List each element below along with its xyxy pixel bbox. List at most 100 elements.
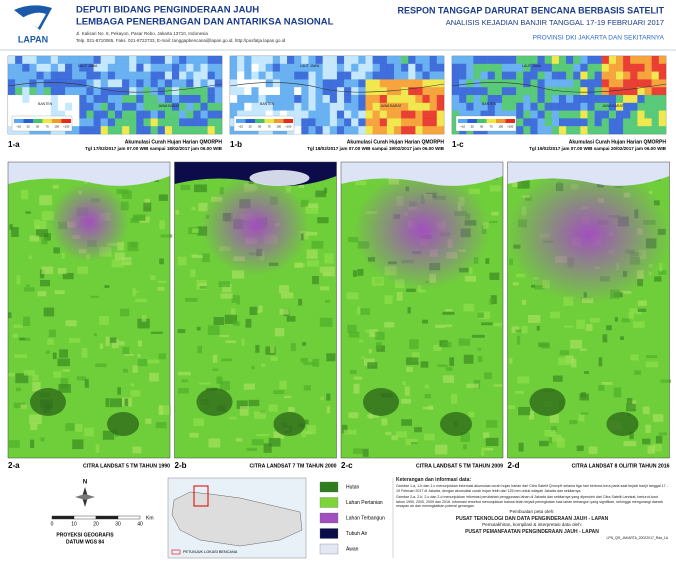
rain-cell	[179, 118, 187, 127]
texture	[23, 287, 35, 292]
rain-legend-label: 25	[27, 125, 31, 129]
rain-cell	[523, 71, 531, 80]
rain-cell	[608, 110, 617, 119]
rain-cell	[401, 102, 409, 111]
texture	[536, 325, 540, 331]
texture	[279, 380, 287, 390]
rain-cell	[315, 118, 323, 127]
rain-cell	[72, 87, 80, 96]
rain-cell	[251, 87, 259, 96]
rain-cell	[164, 63, 173, 72]
rain-cell	[587, 95, 595, 103]
texture	[14, 354, 28, 359]
image-frame	[507, 161, 670, 459]
rain-cell	[200, 56, 208, 64]
rain-cell	[566, 118, 574, 127]
texture	[483, 432, 490, 439]
texture	[585, 324, 593, 331]
rain-cell	[136, 87, 144, 96]
rain-cell	[637, 126, 645, 135]
texture	[105, 336, 110, 347]
texture	[102, 430, 115, 440]
rain-cell	[608, 126, 617, 135]
texture	[65, 423, 75, 431]
org-line: DEPUTI BIDANG PENGINDERAAN JAUH	[76, 5, 259, 16]
rain-cell	[122, 71, 130, 80]
rain-cell	[150, 126, 158, 135]
rain-cell	[193, 63, 201, 72]
rain-cell	[244, 87, 252, 96]
texture	[158, 405, 164, 415]
rain-cell	[294, 95, 302, 103]
rain-cell	[237, 87, 245, 96]
texture	[489, 272, 500, 280]
texture	[302, 342, 307, 346]
texture	[563, 325, 573, 328]
rain-cell	[573, 102, 581, 111]
rain-cell	[57, 110, 66, 119]
texture	[39, 220, 47, 230]
texture	[396, 292, 403, 301]
texture	[509, 258, 514, 266]
texture	[25, 284, 30, 287]
rain-cell	[480, 71, 488, 80]
texture	[658, 432, 668, 436]
rain-cell	[436, 118, 445, 127]
rain-cell	[573, 118, 581, 127]
rain-legend-label: 100	[54, 125, 59, 129]
rain-cell	[107, 95, 116, 103]
rain-cell	[93, 87, 101, 96]
texture	[239, 406, 249, 416]
texture	[384, 321, 395, 328]
texture	[12, 333, 18, 338]
rain-cell	[308, 79, 316, 88]
rain-cell	[251, 110, 259, 119]
texture	[360, 356, 365, 359]
rain-cell	[429, 110, 437, 119]
rain-cell	[651, 56, 659, 64]
rain-cell	[301, 126, 309, 135]
rain-cell	[193, 110, 201, 119]
texture	[515, 329, 522, 333]
texture	[521, 299, 527, 305]
rain-cell	[107, 63, 116, 72]
rain-cell	[129, 63, 137, 72]
rain-cell	[251, 63, 259, 72]
texture	[300, 357, 309, 363]
rain-cell	[164, 87, 173, 96]
rain-cell	[86, 118, 94, 127]
inset-location	[193, 485, 209, 507]
rain-cell	[452, 102, 460, 111]
rain-cell	[15, 56, 23, 64]
rain-cell	[244, 56, 252, 64]
rain-cell	[459, 56, 467, 64]
rain-cell	[329, 79, 338, 88]
texture	[406, 288, 416, 293]
rain-cell	[452, 110, 460, 119]
rain-cell	[608, 79, 617, 88]
rain-cell	[623, 79, 631, 88]
texture	[301, 429, 306, 438]
rain-cell	[272, 87, 281, 96]
rain-cell	[422, 71, 430, 80]
rain-cell	[623, 87, 631, 96]
rain-cell	[480, 95, 488, 103]
texture	[357, 306, 361, 315]
texture	[13, 324, 23, 328]
texture	[598, 385, 605, 391]
rain-cell	[372, 118, 380, 127]
rain-cell	[644, 118, 652, 127]
rain-cell	[516, 118, 524, 127]
rain-cell	[65, 95, 73, 103]
texture	[135, 298, 147, 303]
rain-cell	[537, 95, 545, 103]
texture	[312, 358, 320, 367]
rain-cell	[429, 126, 437, 135]
texture	[110, 337, 117, 343]
texture	[485, 437, 499, 447]
rain-cell	[358, 63, 366, 72]
texture	[41, 237, 48, 245]
texture	[218, 281, 231, 288]
rain-cell	[658, 71, 667, 80]
texture	[580, 412, 589, 415]
